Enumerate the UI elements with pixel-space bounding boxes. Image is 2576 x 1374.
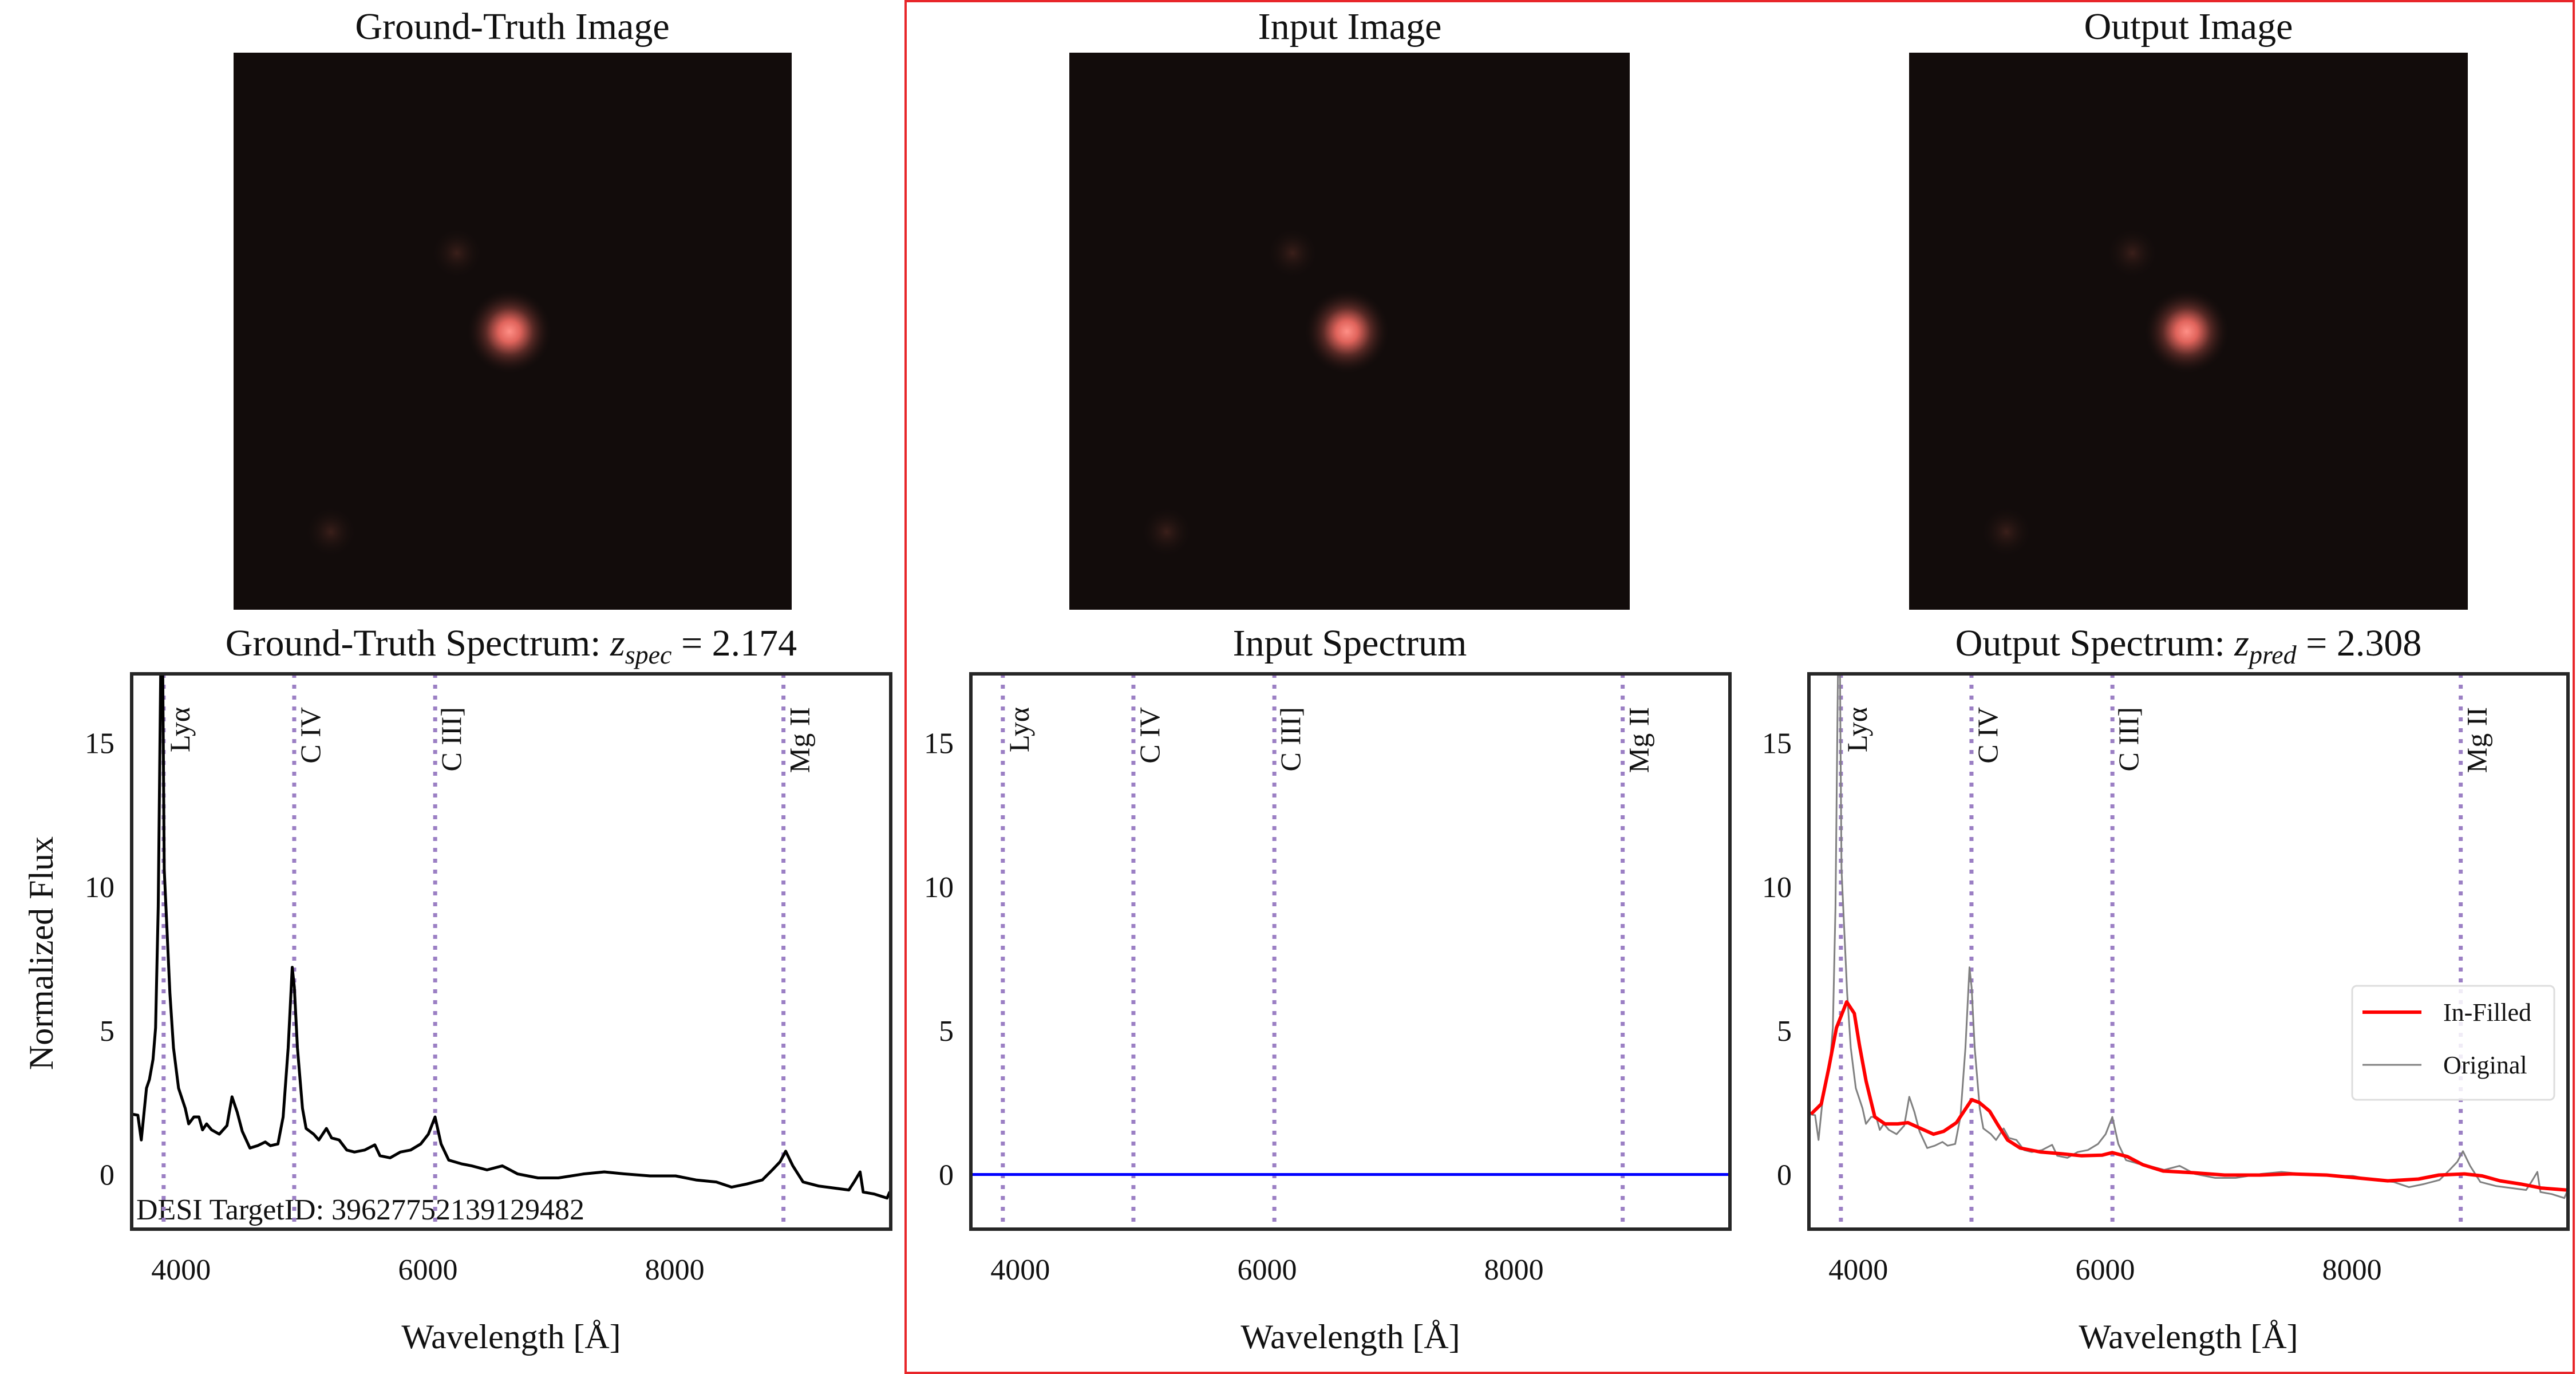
legend-infilled-label: In-Filled (2443, 998, 2531, 1026)
desi-target-id: DESI TargetID: 39627752139129482 (136, 1194, 584, 1226)
output-image (1909, 53, 2468, 610)
ground-truth-image-panel: Ground-Truth Image (234, 6, 792, 610)
x-tick-label: 8000 (645, 1254, 705, 1286)
y-tick-label: 15 (924, 728, 954, 760)
y-tick-label: 0 (939, 1159, 954, 1192)
legend: In-Filled Original (2351, 985, 2555, 1101)
spectrum-plot-1: Lyα C IV C III] Mg II 4000 6000 8000 0 5 10 15 Wave… (924, 672, 1732, 1356)
x-tick-label: 4000 (1828, 1254, 1888, 1286)
emission-line-label: Mg II (1623, 707, 1655, 773)
y-tick-label: 10 (1762, 871, 1792, 904)
x-tick-label: 6000 (1237, 1254, 1297, 1286)
input-spectrum-title: Input Spectrum (1233, 622, 1467, 664)
x-tick-label: 8000 (1484, 1254, 1544, 1286)
in-filled-spectrum-line (1809, 1000, 2567, 1192)
input-image-panel: Input Image (1069, 6, 1630, 610)
input-image-title: Input Image (1258, 6, 1442, 48)
gt-image-title: Ground-Truth Image (355, 6, 669, 48)
axes-frame (1807, 672, 2570, 1231)
output-image-panel: Output Image (1909, 6, 2468, 610)
ground-truth-image (234, 53, 792, 610)
y-tick-label: 5 (939, 1015, 954, 1048)
output-image-title: Output Image (2084, 6, 2293, 48)
spectrum-line (132, 674, 891, 1200)
highlight-frame (904, 0, 2575, 1374)
x-tick-label: 6000 (2075, 1254, 2135, 1286)
emission-line-label: C III] (435, 707, 467, 771)
y-tick-label: 0 (100, 1159, 114, 1192)
emission-line-label: C IV (294, 707, 326, 764)
output-spectrum-title: Output Spectrum: zpred = 2.308 (1955, 622, 2422, 669)
original-spectrum-line (1809, 674, 2568, 1199)
spectrum-plot-0: Lyα C IV C III] Mg II 4000 6000 8000 0 5 10 15 Wave… (85, 672, 892, 1356)
emission-line-label: C IV (1133, 707, 1165, 764)
y-axis-label: Normalized Flux (22, 836, 60, 1070)
y-tick-label: 0 (1777, 1159, 1792, 1192)
emission-line-label: Lyα (1003, 707, 1035, 752)
x-tick-label: 8000 (2322, 1254, 2382, 1286)
axes-frame (969, 672, 1732, 1231)
gt-spectrum-title: Ground-Truth Spectrum: zspec = 2.174 (226, 622, 797, 669)
y-tick-label: 10 (924, 871, 954, 904)
y-tick-label: 10 (85, 871, 114, 904)
emission-line-label: C IV (1971, 707, 2004, 764)
input-image (1069, 53, 1630, 610)
emission-line-label: Lyα (164, 707, 196, 752)
emission-line-label: C III] (1274, 707, 1306, 771)
spectrum-plot-2: Lyα C IV C III] Mg II 4000 6000 8000 0 5 10 15 Wave… (1762, 672, 2570, 1356)
x-axis-label: Wavelength [Å] (1240, 1318, 1460, 1356)
axes-frame (130, 672, 892, 1231)
x-tick-label: 4000 (151, 1254, 211, 1286)
x-axis-label: Wavelength [Å] (401, 1318, 621, 1356)
y-tick-label: 15 (85, 728, 114, 760)
emission-line-label: Lyα (1841, 707, 1873, 752)
x-tick-label: 6000 (398, 1254, 457, 1286)
emission-line-label: Mg II (784, 707, 816, 773)
x-axis-label: Wavelength [Å] (2079, 1318, 2298, 1356)
y-tick-label: 5 (100, 1015, 114, 1048)
y-tick-label: 15 (1762, 728, 1792, 760)
x-tick-label: 4000 (990, 1254, 1050, 1286)
y-tick-label: 5 (1777, 1015, 1792, 1048)
legend-original-label: Original (2443, 1051, 2527, 1079)
emission-line-label: C III] (2112, 707, 2144, 771)
emission-line-label: Mg II (2461, 707, 2493, 773)
